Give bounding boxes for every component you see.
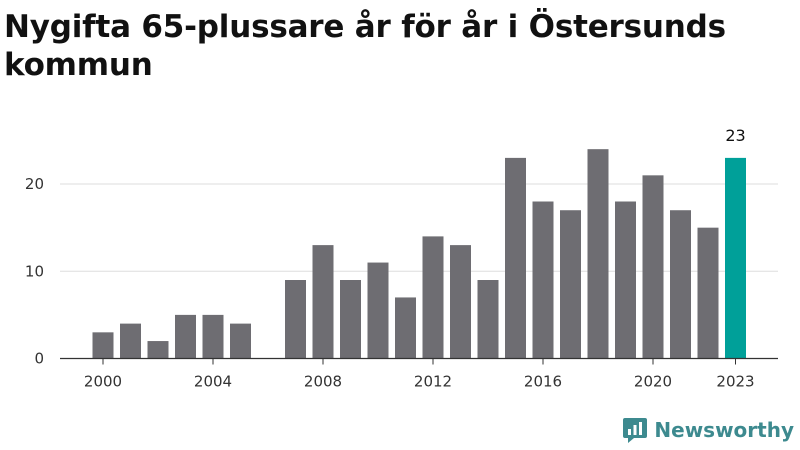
- brand-logo: Newsworthy: [622, 416, 794, 444]
- x-tick-label-2004: 2004: [194, 373, 232, 391]
- newsworthy-logo-icon: [623, 418, 648, 443]
- bar-2022: [697, 227, 719, 359]
- y-axis-ticks: 0 10 20: [25, 175, 44, 367]
- x-tick-label-2016: 2016: [524, 373, 562, 391]
- bar-2015: [505, 157, 526, 359]
- bar-2019: [615, 201, 636, 359]
- bar-2005: [230, 323, 251, 359]
- bar-2016: [532, 201, 554, 359]
- bar-2003: [175, 314, 196, 359]
- x-tick-label-2020: 2020: [634, 373, 672, 391]
- bar-2008: [312, 245, 334, 359]
- bar-2009: [340, 280, 361, 359]
- bar-2023: [725, 157, 746, 359]
- x-tick-label-2012: 2012: [414, 373, 452, 391]
- bar-2013: [450, 245, 471, 359]
- data-label-2023: 23: [725, 126, 745, 145]
- bar-2010: [367, 262, 389, 359]
- bar-2018: [587, 149, 609, 359]
- data-labels: 23: [725, 126, 745, 145]
- bar-2000: [92, 332, 114, 359]
- bar-2007: [285, 280, 306, 359]
- bar-2021: [670, 210, 691, 359]
- bars: [92, 149, 746, 359]
- brand-name: Newsworthy: [654, 418, 794, 442]
- bar-2017: [560, 210, 581, 359]
- bar-2020: [642, 175, 664, 359]
- y-tick-label-0: 0: [34, 350, 44, 368]
- x-axis-ticks: 2000 2004 2008 2012 2016 2020 2023: [84, 358, 755, 391]
- bar-2014: [477, 280, 499, 359]
- x-tick-label-2008: 2008: [304, 373, 342, 391]
- y-tick-label-10: 10: [25, 262, 44, 280]
- bar-2011: [395, 297, 416, 359]
- x-tick-label-2023: 2023: [716, 373, 754, 391]
- bar-2002: [147, 341, 169, 359]
- chart-title: Nygifta 65-plussare år för år i Östersun…: [4, 9, 726, 83]
- y-tick-label-20: 20: [25, 175, 44, 193]
- bar-2004: [202, 314, 224, 359]
- bar-2012: [422, 236, 444, 359]
- bar-2001: [120, 323, 141, 359]
- x-tick-label-2000: 2000: [84, 373, 122, 391]
